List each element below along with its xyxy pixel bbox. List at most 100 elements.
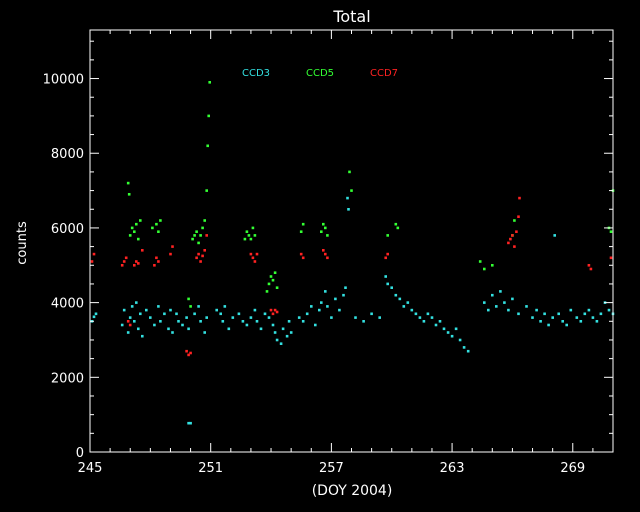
point-ccd5-37 [299, 230, 303, 233]
point-ccd3-25 [185, 316, 188, 319]
point-ccd3-119 [579, 320, 583, 323]
point-ccd5-39 [320, 230, 323, 233]
point-ccd5-31 [265, 290, 269, 293]
point-ccd3-66 [338, 308, 341, 312]
point-ccd3-50 [279, 342, 283, 345]
point-ccd3-123 [595, 320, 599, 323]
point-ccd7-6 [128, 323, 132, 327]
point-ccd7-12 [155, 256, 158, 260]
point-ccd3-93 [454, 327, 458, 331]
point-ccd5-52 [513, 219, 516, 222]
point-ccd5-25 [243, 237, 247, 241]
point-ccd7-38 [384, 256, 387, 260]
point-ccd3-32 [215, 308, 218, 312]
point-ccd3-29 [199, 320, 202, 323]
point-ccd5-40 [322, 222, 325, 226]
point-ccd3-35 [223, 305, 227, 308]
point-ccd5-46 [394, 222, 398, 226]
point-ccd3-21 [171, 331, 174, 334]
point-ccd3-33 [219, 312, 222, 316]
chart-title: Total [332, 7, 370, 26]
point-ccd3-122 [591, 316, 595, 319]
point-ccd3-71 [354, 316, 357, 319]
point-ccd3-112 [551, 316, 554, 319]
point-ccd5-11 [159, 219, 162, 222]
y-tick-label-10000: 10000 [43, 73, 84, 88]
point-ccd7-28 [255, 252, 259, 256]
point-ccd3-95 [462, 346, 466, 349]
point-ccd3-7 [130, 305, 134, 308]
point-ccd3-77 [390, 286, 393, 289]
point-ccd5-1 [127, 193, 131, 196]
point-ccd3-124 [599, 312, 603, 316]
point-ccd3-76 [386, 282, 389, 286]
point-ccd5-2 [128, 234, 132, 237]
point-ccd3-111 [547, 323, 550, 327]
point-ccd3-44 [259, 327, 263, 331]
point-ccd5-42 [326, 234, 329, 237]
point-ccd3-53 [287, 320, 291, 323]
point-ccd3-75 [384, 275, 387, 278]
point-ccd7-39 [386, 252, 389, 256]
point-ccd3-38 [237, 312, 241, 316]
point-ccd3-99 [491, 293, 494, 297]
point-ccd5-27 [247, 234, 251, 237]
point-ccd3-10 [137, 327, 140, 331]
point-ccd7-42 [511, 234, 514, 237]
point-ccd3-94 [458, 338, 462, 342]
point-ccd3-55 [297, 316, 301, 319]
point-ccd3-11 [139, 312, 142, 316]
point-ccd3-120 [583, 312, 587, 316]
point-ccd7-45 [517, 215, 520, 218]
point-ccd7-36 [324, 252, 327, 256]
point-ccd3-70 [347, 208, 350, 211]
point-ccd7-2 [120, 264, 124, 267]
point-ccd3-46 [267, 316, 271, 319]
x-tick-label-251: 251 [198, 461, 223, 476]
point-ccd5-54 [609, 230, 613, 233]
point-ccd7-29 [269, 308, 273, 312]
legend-entry-ccd7: CCD7 [370, 68, 398, 79]
point-ccd3-72 [362, 320, 365, 323]
y-tick-label-0: 0 [76, 446, 84, 461]
point-ccd5-12 [187, 297, 190, 301]
point-ccd3-60 [318, 308, 321, 312]
y-tick-label-2000: 2000 [51, 371, 84, 386]
point-ccd3-59 [314, 323, 317, 327]
point-ccd3-14 [149, 316, 152, 319]
point-ccd5-17 [197, 241, 200, 245]
point-ccd5-6 [137, 237, 140, 241]
point-ccd5-0 [126, 181, 130, 185]
y-tick-label-4000: 4000 [51, 297, 84, 312]
point-ccd5-7 [139, 219, 142, 222]
point-ccd3-91 [446, 331, 450, 334]
point-ccd3-81 [406, 301, 410, 304]
point-ccd5-30 [253, 234, 257, 237]
point-ccd7-46 [518, 196, 521, 200]
point-ccd3-96 [466, 349, 470, 353]
point-ccd7-44 [515, 230, 518, 233]
point-ccd3-106 [525, 305, 528, 308]
point-ccd3-74 [378, 316, 381, 319]
point-ccd5-22 [206, 144, 209, 148]
point-ccd7-21 [199, 260, 202, 263]
point-ccd5-28 [249, 237, 253, 241]
point-ccd3-118 [575, 316, 579, 319]
point-ccd3-85 [422, 320, 426, 323]
point-ccd3-8 [133, 320, 136, 323]
point-ccd7-22 [201, 254, 204, 258]
point-ccd7-24 [205, 234, 208, 237]
point-ccd3-102 [503, 301, 506, 304]
point-ccd5-47 [396, 226, 400, 230]
point-ccd3-49 [275, 338, 279, 342]
point-ccd3-67 [342, 293, 345, 297]
y-axis-label: counts [15, 221, 30, 265]
point-ccd3-83 [414, 312, 418, 316]
point-ccd5-9 [155, 222, 158, 226]
point-ccd3-3 [120, 323, 124, 327]
point-ccd7-47 [587, 264, 591, 267]
point-ccd3-121 [587, 308, 591, 312]
point-ccd7-7 [133, 264, 136, 267]
point-ccd3-19 [167, 327, 170, 331]
point-ccd7-8 [135, 260, 138, 263]
